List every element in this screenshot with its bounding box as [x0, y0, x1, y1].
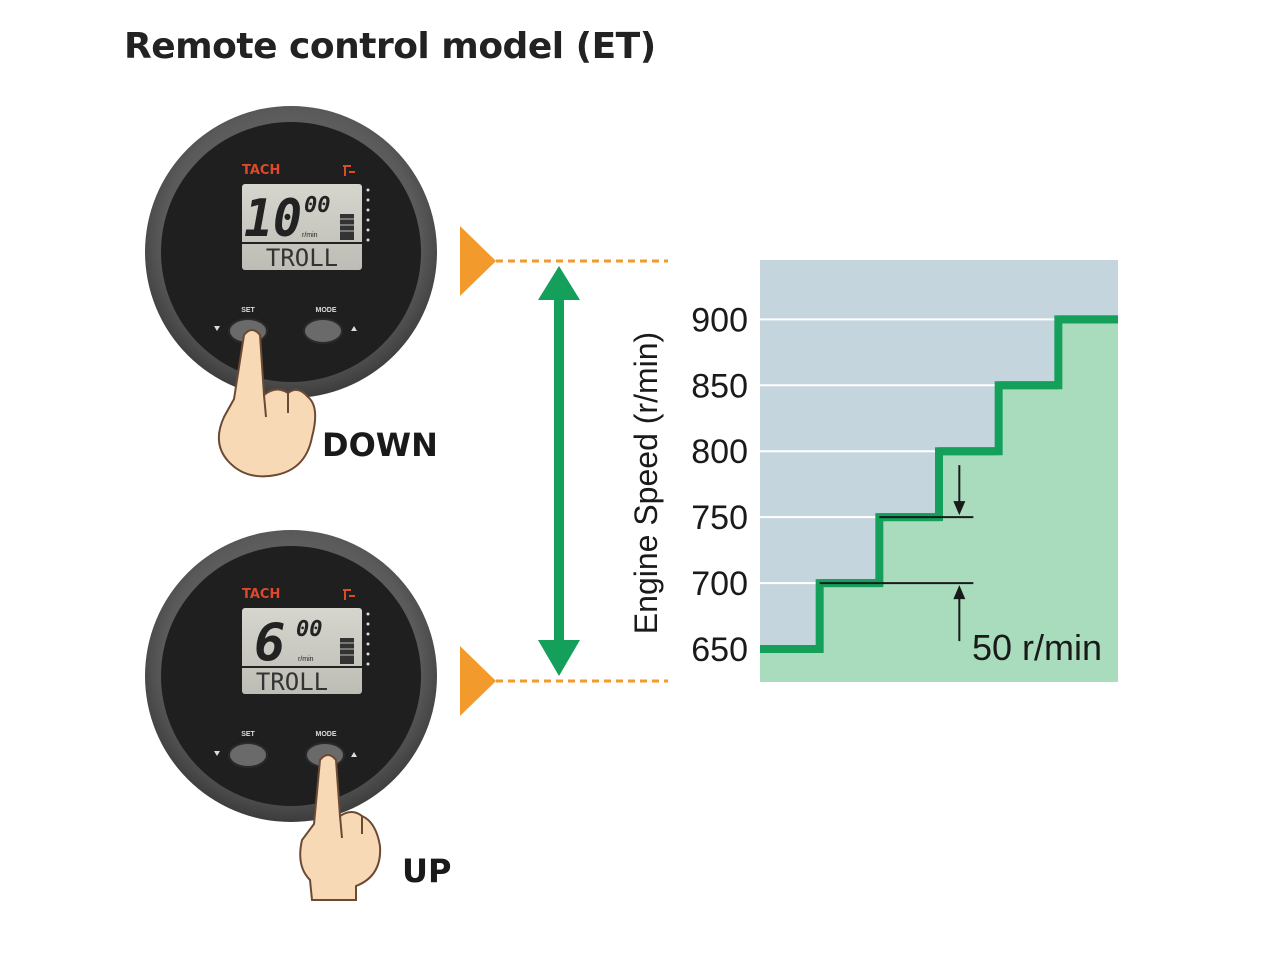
down-triangle-icon — [214, 751, 220, 756]
y-tick-labels: 650 700 750 800 850 900 — [691, 301, 748, 669]
page-title: Remote control model (ET) — [124, 26, 656, 67]
upper-marker-triangle — [460, 226, 496, 296]
fuel-pump-icon — [343, 589, 355, 600]
up-triangle-icon — [351, 752, 357, 757]
rpm-digits: 10 — [244, 189, 302, 249]
set-button[interactable] — [228, 742, 268, 768]
y-tick-label: 750 — [691, 499, 748, 537]
y-tick-label: 900 — [691, 301, 748, 339]
up-triangle-icon — [351, 326, 357, 331]
y-tick-label: 850 — [691, 367, 748, 405]
hand-pointer-icon — [217, 329, 317, 478]
lcd-mode-text: TROLL — [256, 668, 328, 696]
lcd-mode-text: TROLL — [266, 244, 338, 272]
mode-button[interactable] — [303, 318, 343, 344]
set-label: SET — [241, 307, 255, 314]
lcd-screen — [242, 184, 362, 270]
up-label: UP — [402, 852, 452, 890]
y-tick-label: 700 — [691, 565, 748, 603]
y-tick-label: 800 — [691, 433, 748, 471]
tach-brand: TACH — [242, 163, 280, 178]
arrowhead-down-icon — [953, 501, 966, 516]
increment-dimension — [819, 465, 974, 642]
step-line-series — [760, 315, 1118, 654]
down-triangle-icon — [214, 326, 220, 331]
side-indicator-dots — [366, 188, 370, 242]
bar-meter — [340, 214, 354, 240]
range-markers — [460, 226, 668, 716]
increment-annotation: 50 r/min — [972, 627, 1102, 668]
hand-pointer-icon — [299, 754, 382, 901]
rpm-unit: r/min — [298, 656, 314, 663]
set-label: SET — [241, 731, 255, 738]
lower-marker-triangle — [460, 646, 496, 716]
y-tick-label: 650 — [691, 631, 748, 669]
side-indicator-dots — [366, 612, 370, 666]
y-axis-label: Engine Speed (r/min) — [628, 332, 664, 634]
down-label: DOWN — [322, 426, 438, 464]
lcd-screen — [242, 608, 362, 694]
rpm-digits: 6 — [254, 613, 285, 673]
bar-meter — [340, 638, 354, 664]
double-arrow-icon — [538, 266, 580, 676]
mode-label: MODE — [316, 731, 337, 738]
mode-label: MODE — [316, 307, 337, 314]
gauge-up: TACH 6 00 r/min TROLL SET MODE — [145, 530, 437, 901]
fuel-pump-icon — [343, 165, 355, 176]
gauge-down: TACH 10 00 r/min TROLL SET MODE — [145, 106, 437, 478]
rpm-small-digits: 00 — [296, 617, 323, 642]
arrowhead-up-icon — [953, 585, 966, 600]
rpm-unit: r/min — [302, 232, 318, 239]
tach-brand: TACH — [242, 587, 280, 602]
rpm-small-digits: 00 — [304, 193, 331, 218]
